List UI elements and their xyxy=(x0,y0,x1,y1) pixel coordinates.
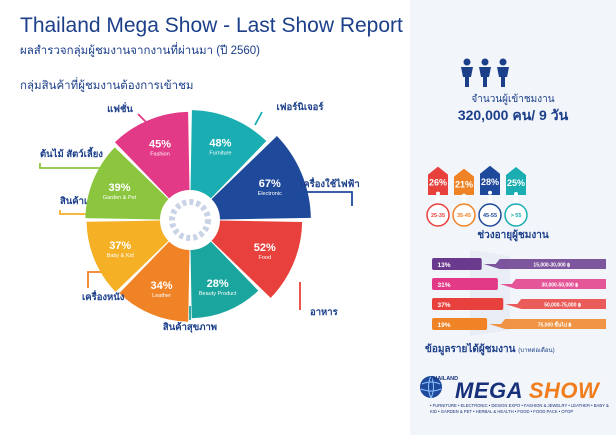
pie-slice-electronic xyxy=(211,136,311,220)
person-icon xyxy=(436,196,440,205)
pie-slice-value: 48% xyxy=(209,138,231,150)
age-bar xyxy=(480,165,500,195)
age-bar-value: 25% xyxy=(507,178,525,188)
pie-slice-beauty-product xyxy=(190,241,259,319)
pie-slice-value: 37% xyxy=(109,240,131,252)
person-icon xyxy=(462,198,466,207)
pie-slice-category: เฟอร์นิเจอร์ xyxy=(277,101,325,113)
income-chart: 13% 15,000-30,000 ฿ 31% 30,000-50,000 ฿ 37% 5… xyxy=(432,250,606,336)
income-bar xyxy=(432,258,482,270)
person-icon xyxy=(436,191,440,196)
age-bar xyxy=(454,168,474,195)
pie-slice-value: 45% xyxy=(149,139,171,151)
pie-slice-category: อาหาร xyxy=(310,307,339,318)
pie-slice-garden-pet xyxy=(85,147,169,220)
person-icon xyxy=(514,192,518,196)
pie-slice-label-en: Furniture xyxy=(209,151,231,157)
age-bar-value: 21% xyxy=(455,180,473,190)
pie-slice-label-en: Beauty Product xyxy=(199,291,237,297)
person-icon xyxy=(462,193,466,198)
income-category-label: 50,000-75,000 ฿ xyxy=(544,303,581,309)
income-bar-value: 13% xyxy=(437,262,450,269)
logo-wordmark: MEGA SHOW xyxy=(455,378,599,404)
person-icon xyxy=(488,190,492,195)
pie-connector-line xyxy=(290,191,353,206)
pie-slice-label-en: Baby & Kid xyxy=(107,253,134,259)
people-icon xyxy=(461,58,509,87)
income-chart-title: ข้อมูลรายได้ผู้ชมงาน (บาทต่อเดือน) xyxy=(425,342,555,357)
income-bar xyxy=(432,318,488,330)
logo-mega: MEGA xyxy=(455,378,523,403)
pie-slice-leather xyxy=(119,241,190,322)
income-category-label: 75,000 ขึ้นไป ฿ xyxy=(538,320,572,329)
pie-slice-category: เครื่องหนัง xyxy=(82,289,125,303)
pie-connector-line xyxy=(39,163,110,169)
income-bar xyxy=(432,298,504,310)
age-category-label: 45-55 xyxy=(483,213,497,219)
age-bar xyxy=(428,166,448,195)
income-bar-value: 19% xyxy=(437,322,450,329)
age-chart: 26% 25-35 21% 35-45 28% 45-55 25% > 55 xyxy=(426,165,528,227)
person-icon xyxy=(514,197,518,205)
pie-slice-label-en: Electronic xyxy=(258,191,282,197)
income-category-tag xyxy=(505,299,606,309)
pie-slice-label-en: Food xyxy=(259,255,272,261)
age-category-label: 25-35 xyxy=(431,213,445,219)
globe-icon xyxy=(420,375,442,399)
page-subtitle: ผลสำรวจกลุ่มผู้ชมงานจากงานที่ผ่านมา (ปี … xyxy=(20,45,260,57)
visitors-label: จำนวนผู้เข้าชมงาน xyxy=(471,94,555,105)
person-icon xyxy=(488,195,492,204)
pie-slice-label-en: Leather xyxy=(152,293,171,299)
income-bar-value: 31% xyxy=(437,282,450,289)
income-title-text: ข้อมูลรายได้ผู้ชมงาน xyxy=(425,344,516,355)
income-bar-value: 37% xyxy=(437,302,450,309)
income-category-tag xyxy=(499,279,606,289)
pie-slice-category: สินค้าสุขภาพ xyxy=(163,321,217,333)
income-category-tag xyxy=(483,259,606,269)
visitors-value: 320,000 คน/ 9 วัน xyxy=(457,107,569,123)
income-note: (บาทต่อเดือน) xyxy=(518,348,555,354)
pie-slice-category: แฟชั่น xyxy=(107,101,133,115)
pie-slice-label-en: Fashion xyxy=(150,152,170,158)
pie-slice-category: ต้นไม้ สัตว์เลี้ยง xyxy=(40,146,103,160)
page-title: Thailand Mega Show - Last Show Report xyxy=(20,14,403,37)
pie-slice-fashion xyxy=(114,111,190,199)
age-category-badge xyxy=(426,203,450,227)
age-chart-title: ช่วงอายุผู้ชมงาน xyxy=(477,230,549,241)
logo-thailand: THAILAND xyxy=(430,376,459,382)
age-bar-value: 28% xyxy=(481,177,499,187)
pie-slice-value: 52% xyxy=(254,242,276,254)
age-category-badge xyxy=(478,203,502,227)
pie-slice-value: 39% xyxy=(109,182,131,194)
income-funnel-bg xyxy=(470,250,510,336)
income-category-tag xyxy=(489,319,606,329)
age-category-label: > 55 xyxy=(511,213,522,219)
income-category-label: 30,000-50,000 ฿ xyxy=(542,283,579,289)
pie-slice-food xyxy=(211,220,303,298)
pie-slice-value: 67% xyxy=(259,178,281,190)
age-bar xyxy=(506,167,526,195)
age-category-label: 35-45 xyxy=(457,213,471,219)
chart-heading: กลุ่มสินค้าที่ผู้ชมงานต้องการเข้าชม xyxy=(20,80,194,92)
pie-connector-line xyxy=(59,210,92,215)
income-bar xyxy=(432,278,498,290)
age-category-badge xyxy=(504,203,528,227)
pie-slice-label-en: Garden & Pet xyxy=(103,195,137,201)
age-bar-value: 26% xyxy=(429,178,447,188)
pie-slice-furniture xyxy=(190,110,267,199)
logo-tagline: • FURNITURE • ELECTRONIC • DESIGN EXPO •… xyxy=(430,403,609,414)
pie-slice-value: 28% xyxy=(207,278,229,290)
pie-connector-line xyxy=(137,113,149,125)
pie-slice-baby-kid xyxy=(86,220,169,292)
pie-slice-category: เครื่องใช้ไฟฟ้า xyxy=(300,176,360,190)
logo-show: SHOW xyxy=(528,378,600,403)
pie-connector-line xyxy=(254,111,263,126)
income-category-label: 15,000-30,000 ฿ xyxy=(533,263,570,269)
age-category-badge xyxy=(452,203,476,227)
pie-slice-value: 34% xyxy=(150,280,172,292)
pie-center-ring xyxy=(169,199,211,241)
